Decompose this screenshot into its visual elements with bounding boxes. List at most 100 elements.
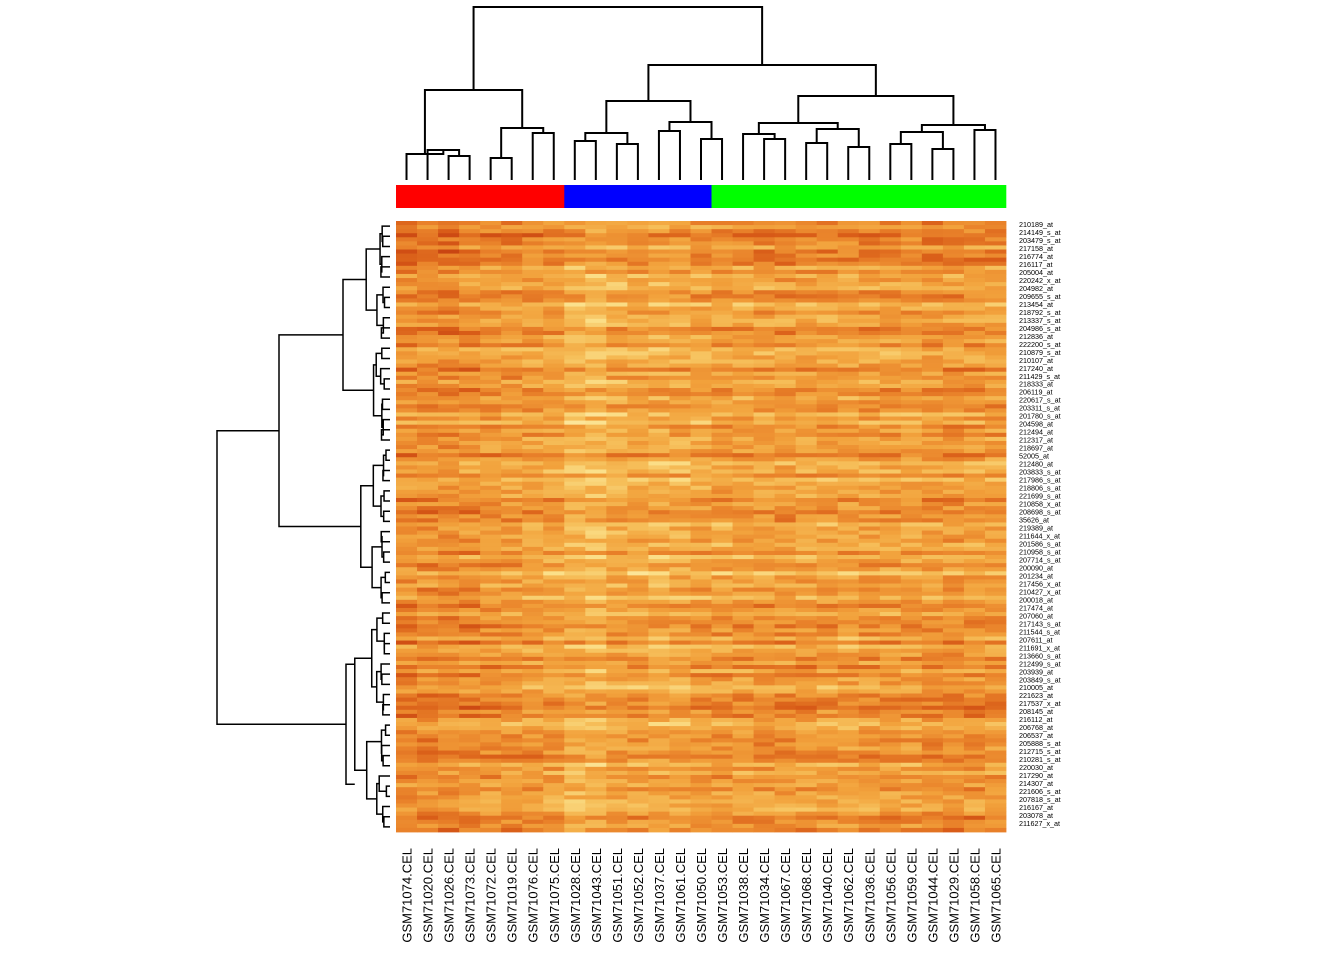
heatmap-cell xyxy=(606,412,628,417)
heatmap-cell xyxy=(669,783,691,788)
heatmap-cell xyxy=(606,815,628,821)
heatmap-cell xyxy=(732,306,754,312)
heatmap-cell xyxy=(984,473,1007,479)
heatmap-cell xyxy=(480,310,502,316)
heatmap-cell xyxy=(585,726,607,731)
heatmap-cell xyxy=(984,616,1007,621)
heatmap-cell xyxy=(648,481,670,487)
heatmap-cell xyxy=(921,599,944,605)
heatmap-cell xyxy=(459,282,481,287)
heatmap-cell xyxy=(522,660,544,666)
heatmap-cell xyxy=(480,514,502,519)
heatmap-cell xyxy=(459,567,481,572)
heatmap-cell xyxy=(732,579,754,584)
heatmap-cell xyxy=(606,783,628,788)
heatmap-cell xyxy=(690,383,712,389)
heatmap-cell xyxy=(480,648,502,654)
heatmap-cell xyxy=(438,567,460,572)
heatmap-cell xyxy=(858,660,881,666)
heatmap-cell xyxy=(522,388,544,393)
heatmap-cell xyxy=(606,237,628,242)
heatmap-cell xyxy=(837,746,860,751)
heatmap-cell xyxy=(774,787,797,792)
heatmap-cell xyxy=(837,355,860,360)
heatmap-cell xyxy=(732,355,754,360)
heatmap-cell xyxy=(795,261,818,267)
heatmap-cell xyxy=(417,754,439,760)
heatmap-cell xyxy=(501,493,523,499)
heatmap-cell xyxy=(396,697,418,703)
heatmap-cell xyxy=(438,779,460,784)
heatmap-cell xyxy=(921,221,944,226)
heatmap-cell xyxy=(921,652,944,658)
heatmap-cell xyxy=(963,709,986,715)
heatmap-cell xyxy=(669,367,691,373)
heatmap-cell xyxy=(606,461,628,466)
heatmap-cell xyxy=(501,363,523,369)
heatmap-cell xyxy=(564,636,586,641)
heatmap-cell xyxy=(711,571,733,576)
heatmap-cell xyxy=(942,237,965,242)
heatmap-cell xyxy=(396,404,418,409)
heatmap-cell xyxy=(669,766,691,772)
heatmap-cell xyxy=(816,677,839,682)
row-label: 211691_x_at xyxy=(1019,643,1060,652)
heatmap-cell xyxy=(837,363,860,369)
heatmap-cell xyxy=(543,461,565,466)
heatmap-cell xyxy=(459,811,481,817)
heatmap-cell xyxy=(501,310,523,316)
heatmap-cell xyxy=(774,497,797,503)
heatmap-cell xyxy=(816,640,839,646)
heatmap-cell xyxy=(858,701,881,707)
heatmap-cell xyxy=(522,420,544,426)
heatmap-cell xyxy=(753,730,776,735)
heatmap-cell xyxy=(921,355,944,360)
heatmap-cell xyxy=(879,612,902,617)
heatmap-cell xyxy=(837,603,860,609)
heatmap-cell xyxy=(648,326,670,332)
heatmap-cell xyxy=(963,265,986,271)
heatmap-cell xyxy=(627,355,649,360)
heatmap-cell xyxy=(438,546,460,552)
heatmap-cell xyxy=(690,770,712,776)
heatmap-cell xyxy=(690,229,712,234)
heatmap-cell xyxy=(816,318,839,324)
heatmap-cell xyxy=(921,681,944,686)
heatmap-cell xyxy=(753,383,776,389)
heatmap-cell xyxy=(753,681,776,686)
heatmap-cell xyxy=(816,388,839,393)
heatmap-cell xyxy=(711,339,733,344)
heatmap-cell xyxy=(396,502,418,507)
heatmap-cell xyxy=(753,261,776,267)
heatmap-cell xyxy=(396,481,418,487)
heatmap-cell xyxy=(774,473,797,479)
heatmap-cell xyxy=(984,355,1007,360)
heatmap-cell xyxy=(900,269,923,275)
heatmap-cell xyxy=(522,335,544,340)
heatmap-cell xyxy=(501,400,523,405)
heatmap-cell xyxy=(585,245,607,250)
heatmap-cell xyxy=(543,624,565,629)
heatmap-cell xyxy=(732,518,754,523)
heatmap-cell xyxy=(564,550,586,556)
row-label: 211627_x_at xyxy=(1019,819,1060,828)
heatmap-cell xyxy=(459,636,481,641)
heatmap-cell xyxy=(711,779,733,784)
heatmap-cell xyxy=(396,591,418,597)
heatmap-cell xyxy=(417,465,439,470)
heatmap-cell xyxy=(522,489,544,495)
heatmap-cell xyxy=(753,803,776,808)
heatmap-cell xyxy=(438,440,460,446)
dendrogram-branch xyxy=(381,591,390,604)
heatmap-cell xyxy=(942,400,965,405)
heatmap-cell xyxy=(543,465,565,470)
row-label: 218697_at xyxy=(1019,444,1053,453)
heatmap-cell xyxy=(690,717,712,723)
heatmap-cell xyxy=(501,779,523,784)
heatmap-cell xyxy=(459,432,481,438)
heatmap-cell xyxy=(606,469,628,474)
heatmap-cell xyxy=(543,530,565,536)
heatmap-cell xyxy=(690,571,712,576)
heatmap-cell xyxy=(984,432,1007,438)
row-label: 207818_s_at xyxy=(1019,795,1061,804)
